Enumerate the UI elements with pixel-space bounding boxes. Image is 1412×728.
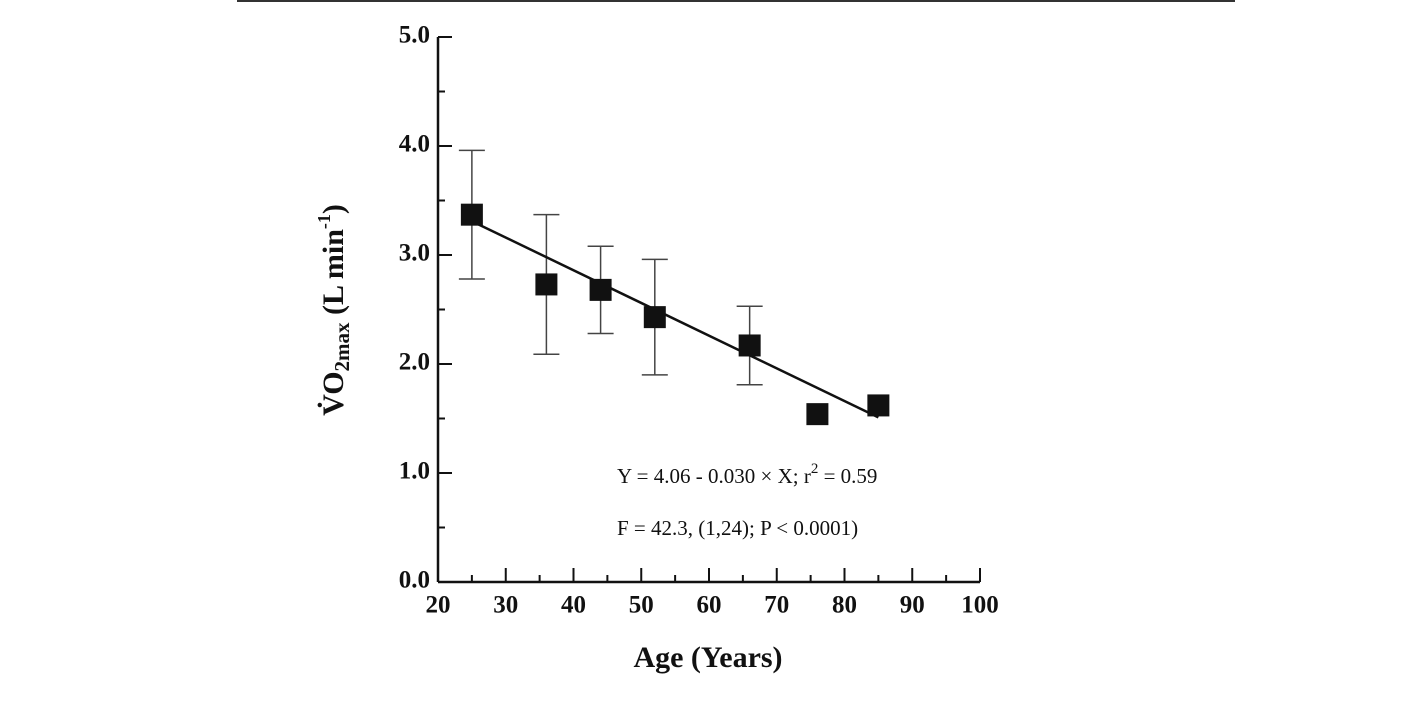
annotation-rest: = 0.59 (818, 464, 877, 488)
point (806, 403, 829, 426)
y-tick-label: 0.0 (399, 567, 430, 594)
annotation-sup: 2 (811, 461, 819, 477)
point (535, 273, 558, 296)
point (589, 278, 612, 301)
y-label-sub: 2max (330, 322, 354, 371)
annotation-main: Y = 4.06 - 0.030 × X; r (617, 464, 811, 488)
x-tick-label: 20 (426, 592, 451, 619)
y-label-main: V̇O (317, 371, 350, 415)
fit-line (471, 220, 879, 419)
annotation: Y = 4.06 - 0.030 × X; r2 = 0.59 (617, 461, 877, 487)
x-tick-label: 70 (764, 592, 789, 619)
y-label-sup: -1 (314, 214, 334, 229)
x-axis-label: Age (Years) (633, 641, 782, 674)
point (867, 394, 890, 417)
annotation: F = 42.3, (1,24); P < 0.0001) (617, 516, 858, 540)
x-tick-label: 80 (832, 592, 857, 619)
x-tick-label: 90 (900, 592, 925, 619)
y-tick-label: 5.0 (399, 22, 430, 49)
point (738, 334, 761, 357)
point (460, 203, 483, 226)
y-axis-label: V̇O2max (L min-1) (314, 204, 354, 416)
x-tick-label: 60 (697, 592, 722, 619)
y-label-unit: (L min (317, 229, 350, 323)
y-tick-label: 3.0 (399, 240, 430, 267)
y-tick-label: 2.0 (399, 349, 430, 376)
point (643, 306, 666, 329)
x-tick-label: 50 (629, 592, 654, 619)
y-tick-label: 4.0 (399, 131, 430, 158)
x-tick-label: 40 (561, 592, 586, 619)
x-tick-label: 30 (493, 592, 518, 619)
y-tick-label: 1.0 (399, 458, 430, 485)
x-tick-label: 100 (961, 592, 999, 619)
y-label-close: ) (317, 204, 350, 214)
